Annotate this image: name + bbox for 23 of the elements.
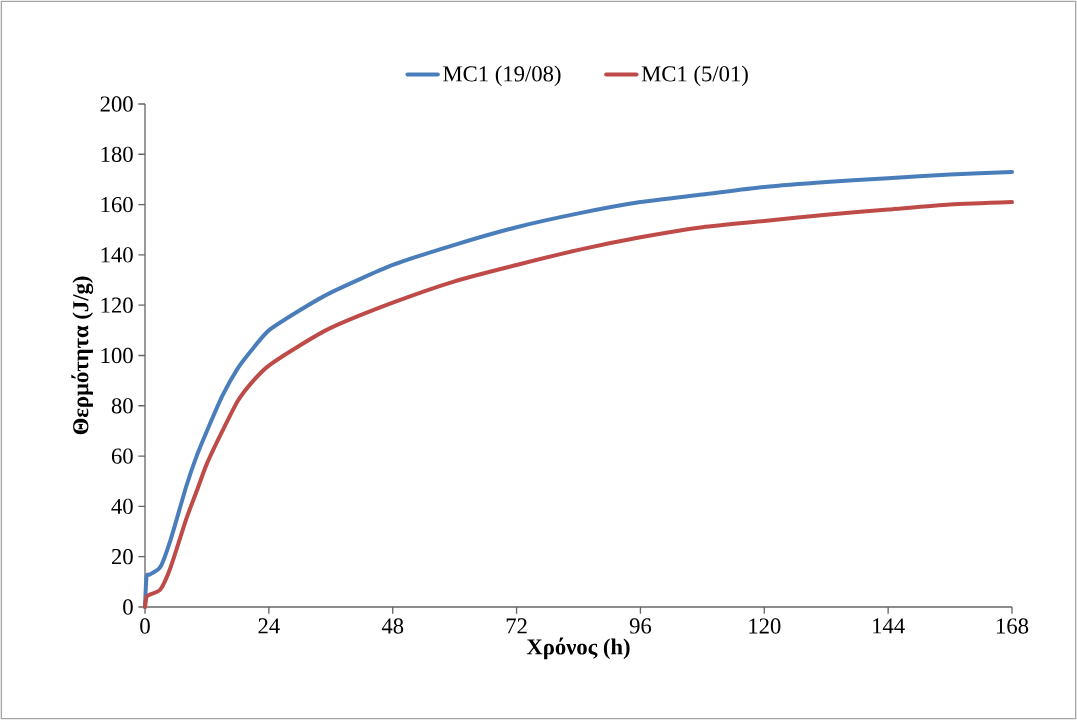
x-tick-label: 48	[381, 618, 404, 634]
x-tick-label: 72	[506, 618, 527, 634]
y-tick-label: 200	[100, 96, 133, 112]
y-tick-label: 160	[101, 196, 133, 213]
y-tick-label: 20	[111, 549, 133, 565]
y-tick-label: 0	[123, 599, 133, 615]
x-tick-label: 120	[749, 618, 781, 634]
x-tick-label: 96	[629, 618, 652, 634]
legend-label: MC1 (5/01)	[641, 65, 748, 87]
x-axis-title: Χρόνος (h)	[526, 637, 630, 660]
x-tick-label: 24	[258, 618, 280, 634]
y-tick-label: 120	[101, 297, 133, 313]
y-axis-title: Θερμότητα (J/g)	[71, 276, 94, 435]
y-tick-label: 140	[101, 247, 133, 263]
y-tick-label: 60	[111, 448, 133, 464]
x-tick-label: 168	[996, 618, 1029, 634]
y-tick-label: 100	[101, 347, 133, 364]
y-tick-label: 80	[111, 398, 133, 414]
legend-label: MC1 (19/08)	[443, 65, 561, 87]
y-tick-label: 180	[101, 146, 133, 162]
y-tick-label: 40	[111, 498, 133, 515]
x-tick-label: 0	[140, 618, 150, 634]
x-tick-label: 144	[873, 618, 905, 634]
